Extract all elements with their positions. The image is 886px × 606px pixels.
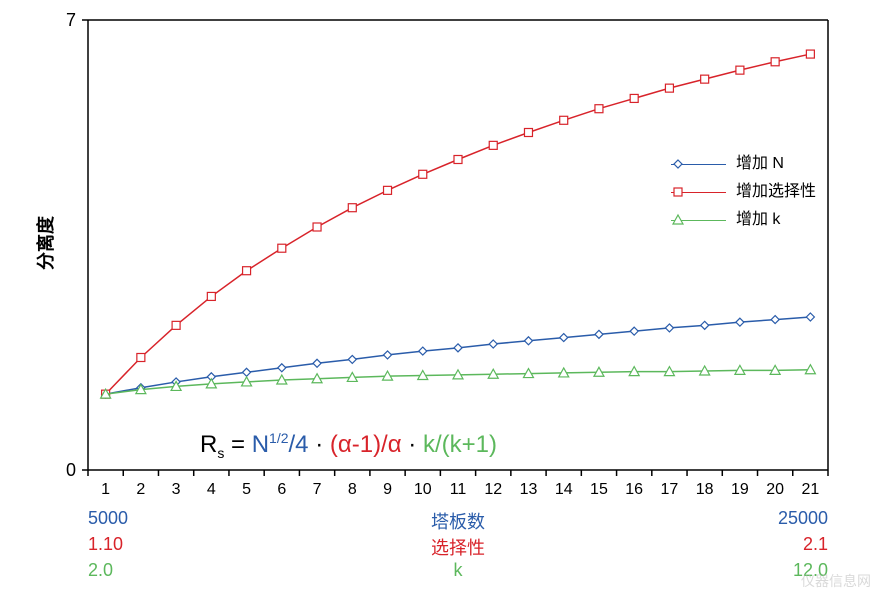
bottom-cell: 塔板数 bbox=[431, 508, 485, 534]
bottom-row: 5000 塔板数 25000 bbox=[88, 508, 828, 532]
bottom-cell: 2.0 bbox=[88, 560, 113, 581]
svg-text:7: 7 bbox=[66, 10, 76, 30]
svg-text:16: 16 bbox=[625, 481, 643, 498]
svg-text:20: 20 bbox=[766, 481, 784, 498]
bottom-annotations: 5000塔板数250001.10选择性2.12.0k12.0 bbox=[88, 506, 828, 584]
svg-text:12: 12 bbox=[484, 481, 502, 498]
svg-text:5: 5 bbox=[242, 481, 251, 498]
svg-text:6: 6 bbox=[277, 481, 286, 498]
svg-text:3: 3 bbox=[172, 481, 181, 498]
svg-text:9: 9 bbox=[383, 481, 392, 498]
equation: Rs = N1/2/4 · (α-1)/α · k/(k+1) bbox=[200, 430, 497, 461]
legend-label: 增加 k bbox=[736, 206, 780, 234]
svg-text:13: 13 bbox=[520, 481, 538, 498]
watermark: 仪器信息网 bbox=[801, 571, 871, 591]
legend-row: 增加选择性 bbox=[671, 178, 816, 206]
eq-R: R bbox=[200, 431, 217, 458]
y-axis-label: 分离度 bbox=[32, 216, 58, 270]
svg-text:10: 10 bbox=[414, 481, 432, 498]
svg-text:15: 15 bbox=[590, 481, 608, 498]
bottom-cell: 2.1 bbox=[803, 534, 828, 555]
svg-text:17: 17 bbox=[661, 481, 679, 498]
svg-text:14: 14 bbox=[555, 481, 573, 498]
bottom-cell: k bbox=[454, 560, 463, 581]
svg-text:8: 8 bbox=[348, 481, 357, 498]
svg-text:21: 21 bbox=[801, 481, 819, 498]
legend-row: 增加 k bbox=[671, 206, 816, 234]
bottom-row: 1.10 选择性 2.1 bbox=[88, 534, 828, 558]
legend-label: 增加 N bbox=[736, 150, 784, 178]
bottom-cell: 25000 bbox=[778, 508, 828, 529]
bottom-cell: 5000 bbox=[88, 508, 128, 529]
svg-text:19: 19 bbox=[731, 481, 749, 498]
eq-parts: N1/2/4 · (α-1)/α · k/(k+1) bbox=[252, 431, 497, 458]
legend-label: 增加选择性 bbox=[736, 178, 816, 206]
eq-equals: = bbox=[224, 431, 251, 458]
legend-row: 增加 N bbox=[671, 150, 816, 178]
svg-text:7: 7 bbox=[313, 481, 322, 498]
svg-text:2: 2 bbox=[136, 481, 145, 498]
bottom-cell: 1.10 bbox=[88, 534, 123, 555]
svg-text:4: 4 bbox=[207, 481, 216, 498]
chart-container: 07123456789101112131415161718192021 分离度 … bbox=[0, 0, 886, 606]
svg-text:0: 0 bbox=[66, 460, 76, 480]
legend: 增加 N增加选择性增加 k bbox=[671, 150, 816, 234]
bottom-cell: 选择性 bbox=[431, 534, 485, 560]
svg-text:11: 11 bbox=[450, 481, 467, 498]
bottom-row: 2.0k12.0 bbox=[88, 560, 828, 584]
svg-text:18: 18 bbox=[696, 481, 714, 498]
svg-text:1: 1 bbox=[101, 481, 110, 498]
